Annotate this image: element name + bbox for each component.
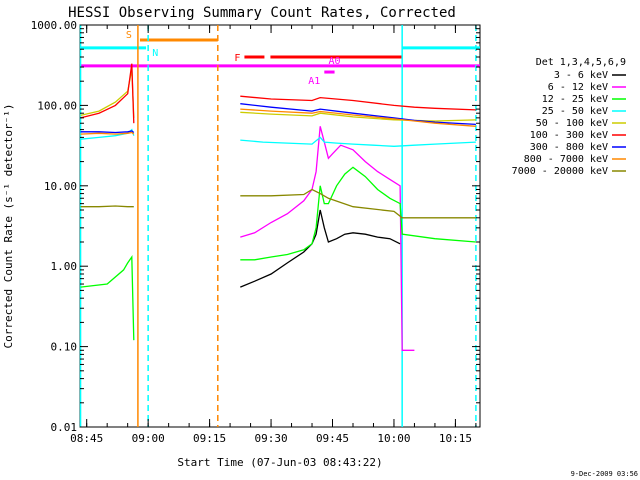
- legend-entry-label: 800 - 7000 keV: [524, 154, 608, 165]
- x-tick-label: 09:00: [132, 432, 165, 445]
- y-tick-label: 100.00: [37, 99, 77, 112]
- series-line-4: [240, 111, 476, 122]
- y-tick-label: 0.10: [51, 341, 78, 354]
- series-line-2: [80, 254, 135, 341]
- x-tick-label: 09:45: [316, 432, 349, 445]
- series-line-3: [240, 136, 476, 147]
- x-axis: 08:45 09:00 09:15 09:30 09:45 10:00 10:15: [70, 25, 477, 445]
- legend-title: Det 1,3,4,5,6,9: [536, 57, 626, 68]
- series-line-8: [80, 205, 134, 208]
- legend-entry-label: 100 - 300 keV: [530, 130, 608, 141]
- y-tick-label: 0.01: [51, 421, 78, 434]
- series-line-5: [240, 95, 476, 111]
- legend-entry-label: 12 - 25 keV: [542, 94, 608, 105]
- y-axis: 0.01 0.10 1.00 10.00 100.00 1000.00: [31, 19, 480, 434]
- interval-label-s: S: [126, 30, 132, 41]
- y-axis-label: Corrected Count Rate (s⁻¹ detector⁻¹): [2, 103, 15, 348]
- series-line-2: [240, 166, 476, 261]
- series-line-1: [240, 126, 415, 351]
- y-tick-label: 10.00: [44, 180, 77, 193]
- y-tick-label: 1.00: [51, 260, 78, 273]
- legend-entry-label: 3 - 6 keV: [554, 70, 608, 81]
- plot-frame: [79, 24, 481, 428]
- legend-entry-label: 25 - 50 keV: [542, 106, 608, 117]
- timestamp-stamp: 9-Dec-2009 03:56: [571, 470, 638, 478]
- x-tick-label: 08:45: [70, 432, 103, 445]
- interval-label-f: F: [234, 53, 240, 64]
- count-rate-series: [80, 63, 476, 351]
- y-tick-label: 1000.00: [31, 19, 77, 32]
- chart-title: HESSI Observing Summary Count Rates, Cor…: [68, 5, 456, 21]
- interval-label-a0: A0: [329, 56, 341, 67]
- legend-entry-label: 7000 - 20000 keV: [512, 166, 608, 177]
- series-line-6: [240, 103, 476, 126]
- x-tick-label: 09:30: [254, 432, 287, 445]
- series-line-0: [240, 209, 401, 288]
- vertical-markers: [79, 25, 477, 427]
- x-tick-label: 09:15: [193, 432, 226, 445]
- x-tick-label: 10:15: [439, 432, 472, 445]
- x-axis-label: Start Time (07-Jun-03 08:43:22): [177, 456, 382, 469]
- legend-entry-label: 50 - 100 keV: [536, 118, 608, 129]
- series-line-8: [240, 188, 476, 219]
- series-line-5: [80, 63, 135, 124]
- time-interval-bars: S N F A1 A0: [80, 30, 480, 87]
- legend-entry-label: 300 - 800 keV: [530, 142, 608, 153]
- series-line-7: [80, 131, 135, 135]
- legend-entry-label: 6 - 12 keV: [548, 82, 608, 93]
- series-line-6: [80, 130, 135, 134]
- x-tick-label: 10:00: [377, 432, 410, 445]
- interval-label-a1: A1: [308, 76, 320, 87]
- series-line-4: [80, 69, 135, 118]
- series-line-7: [240, 108, 476, 127]
- interval-label-n: N: [152, 48, 158, 59]
